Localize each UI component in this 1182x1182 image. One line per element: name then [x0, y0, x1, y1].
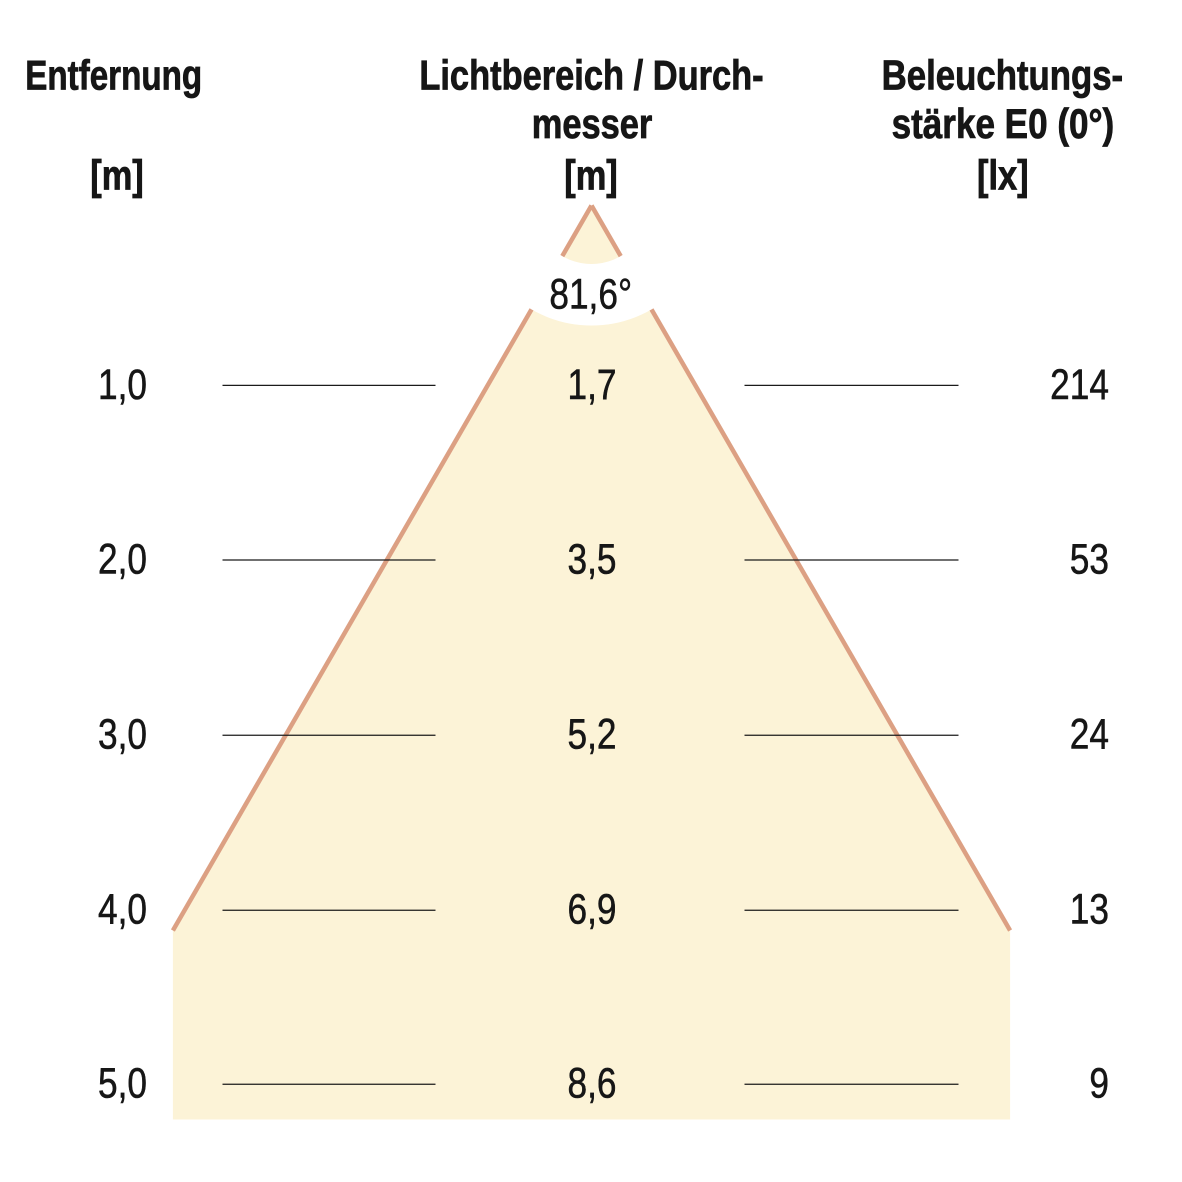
svg-text:214: 214: [1050, 361, 1109, 409]
svg-text:1,7: 1,7: [567, 361, 616, 409]
svg-text:5,0: 5,0: [98, 1059, 147, 1107]
svg-text:Lichtbereich / Durch-: Lichtbereich / Durch-: [419, 52, 763, 99]
svg-text:stärke E0 (0°): stärke E0 (0°): [892, 101, 1115, 148]
svg-text:6,9: 6,9: [567, 885, 616, 933]
svg-text:24: 24: [1070, 710, 1109, 758]
svg-text:[m]: [m]: [90, 152, 144, 199]
svg-text:13: 13: [1070, 885, 1109, 933]
svg-text:3,5: 3,5: [567, 535, 616, 583]
svg-text:2,0: 2,0: [98, 535, 147, 583]
svg-text:[m]: [m]: [564, 152, 618, 199]
svg-text:3,0: 3,0: [98, 710, 147, 758]
svg-text:1,0: 1,0: [98, 361, 147, 409]
svg-text:Beleuchtungs-: Beleuchtungs-: [882, 52, 1123, 99]
svg-text:53: 53: [1070, 535, 1109, 583]
svg-text:[lx]: [lx]: [977, 152, 1029, 199]
svg-text:4,0: 4,0: [98, 885, 147, 933]
svg-text:9: 9: [1089, 1059, 1109, 1107]
svg-text:messer: messer: [532, 101, 653, 148]
svg-text:8,6: 8,6: [567, 1059, 616, 1107]
svg-text:Entfernung: Entfernung: [25, 53, 202, 100]
svg-text:81,6°: 81,6°: [549, 270, 632, 318]
svg-text:5,2: 5,2: [567, 710, 616, 758]
